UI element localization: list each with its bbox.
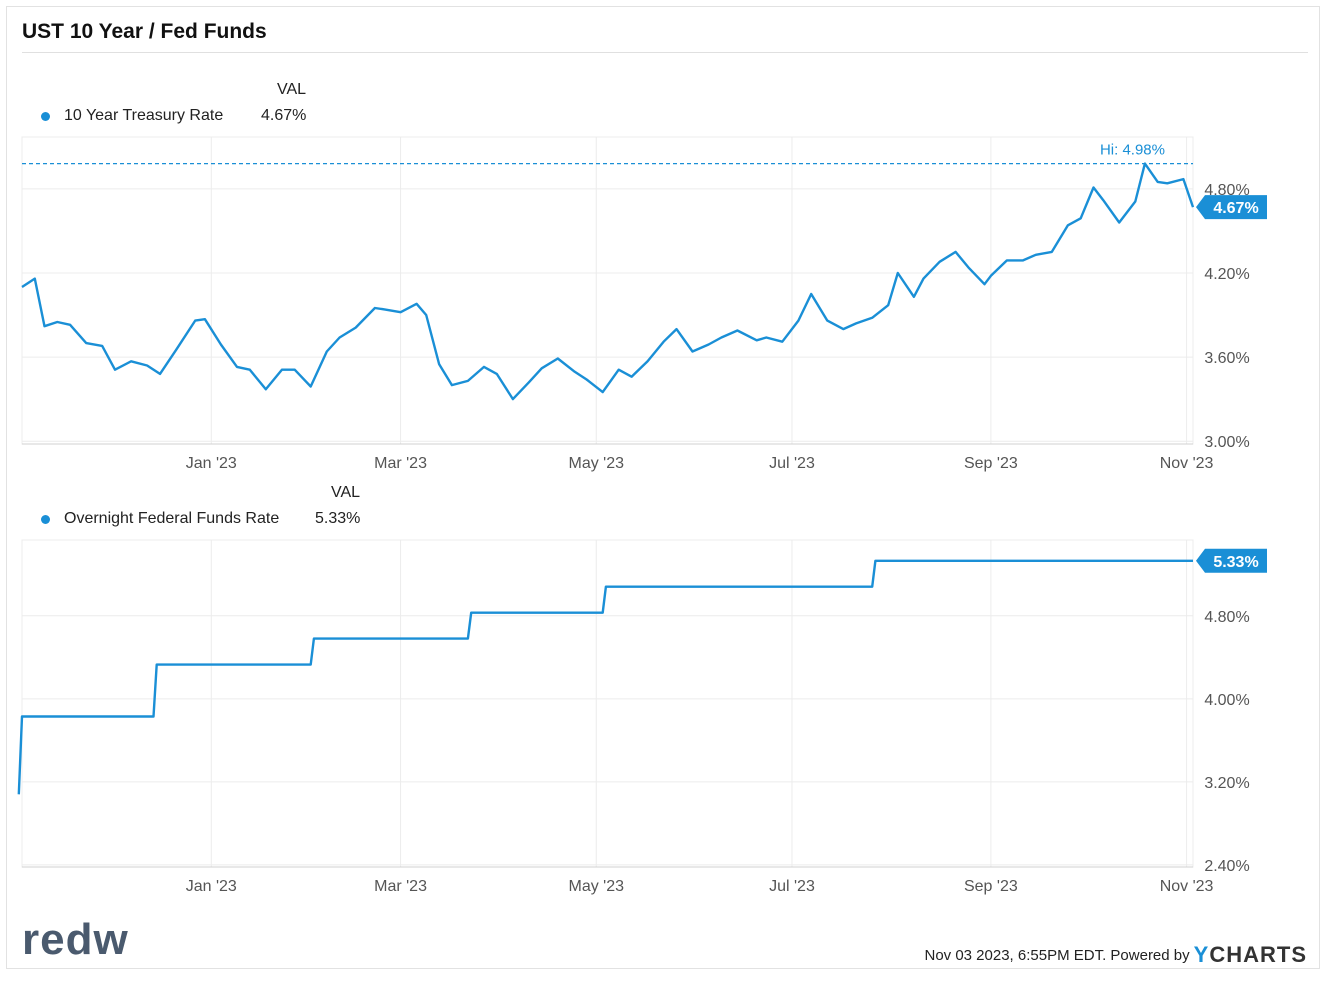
end-value-label: 4.67% xyxy=(1213,200,1258,217)
legend-header-1: VAL xyxy=(277,81,307,98)
legend-value-treasury: 4.67% xyxy=(261,107,307,124)
y-tick-label: 4.00% xyxy=(1204,692,1249,709)
chart-title: UST 10 Year / Fed Funds xyxy=(22,20,267,43)
y-tick-label: 3.00% xyxy=(1204,434,1249,451)
x-tick-label: Nov '23 xyxy=(1160,455,1214,472)
plot-area xyxy=(21,539,1194,868)
x-tick-label: May '23 xyxy=(569,455,625,472)
x-tick-label: Jan '23 xyxy=(186,878,237,895)
legend-label: Overnight Federal Funds Rate xyxy=(64,510,280,527)
end-value-label: 5.33% xyxy=(1213,554,1258,571)
legend-label: 10 Year Treasury Rate xyxy=(64,107,224,124)
x-tick-label: Nov '23 xyxy=(1160,878,1214,895)
y-tick-label: 2.40% xyxy=(1204,858,1249,875)
legend-value-fedfunds: 5.33% xyxy=(315,510,361,527)
plot-area xyxy=(21,136,1194,445)
legend-dot-icon xyxy=(41,111,50,121)
x-tick-label: Jul '23 xyxy=(769,455,815,472)
title-divider xyxy=(22,52,1308,53)
series-line xyxy=(17,559,1193,795)
legend-dot-icon xyxy=(41,514,50,524)
x-tick-label: Sep '23 xyxy=(964,878,1018,895)
x-tick-label: Jul '23 xyxy=(769,878,815,895)
footer-timestamp: Nov 03 2023, 6:55PM EDT. Powered by xyxy=(924,946,1190,964)
y-tick-label: 3.20% xyxy=(1204,775,1249,792)
y-tick-label: 4.80% xyxy=(1204,182,1249,199)
redw-logo: redw xyxy=(22,915,129,964)
legend-header-2: VAL xyxy=(331,484,361,501)
ycharts-logo[interactable]: YCHARTS xyxy=(1194,942,1307,968)
legend-item-fedfunds[interactable]: Overnight Federal Funds Rate xyxy=(41,510,279,528)
end-value-tag xyxy=(1196,548,1267,573)
chart-frame xyxy=(6,6,1320,969)
series-line xyxy=(21,162,1195,401)
chart-panel-2: Jan '23 Mar '23 May '23 Jul '23 Sep '23 Nov '… xyxy=(17,539,1267,895)
ycharts-logo-text: CHARTS xyxy=(1209,942,1307,967)
legend-item-treasury[interactable]: 10 Year Treasury Rate xyxy=(41,107,223,125)
footer: Nov 03 2023, 6:55PM EDT. Powered by YCHA… xyxy=(924,942,1307,968)
x-tick-label: Jan '23 xyxy=(186,455,237,472)
y-tick-label: 4.20% xyxy=(1204,266,1249,283)
end-value-tag xyxy=(1196,195,1267,220)
y-tick-label: 3.60% xyxy=(1204,350,1249,367)
x-tick-label: May '23 xyxy=(569,878,625,895)
hi-label: Hi: 4.98% xyxy=(1100,142,1165,159)
x-tick-label: Mar '23 xyxy=(374,878,427,895)
ycharts-logo-y: Y xyxy=(1193,942,1210,967)
x-tick-label: Mar '23 xyxy=(374,455,427,472)
chart-panel-1: Jan '23 Mar '23 May '23 Jul '23 Sep '23 Nov '… xyxy=(21,136,1267,472)
x-tick-label: Sep '23 xyxy=(964,455,1018,472)
y-tick-label: 4.80% xyxy=(1204,609,1249,626)
